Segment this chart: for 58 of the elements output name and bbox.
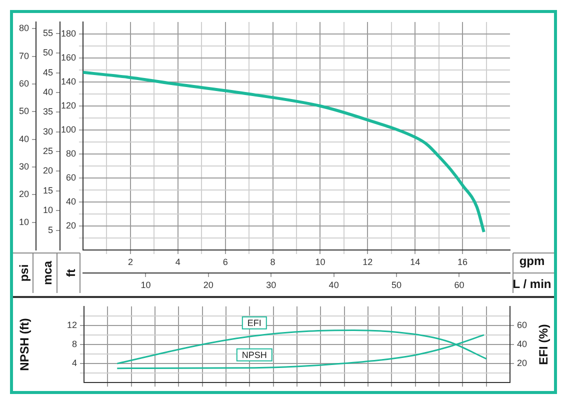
x-tick-label: 12	[362, 256, 373, 267]
y2-tick-label: 50	[42, 48, 53, 58]
x2-tick-label: 40	[328, 280, 339, 290]
x-axis-title: gpm	[519, 254, 545, 268]
y-tick-label: 12	[66, 320, 77, 330]
y2-tick-label: 40	[517, 338, 528, 349]
y2-axis-title: EFI (%)	[536, 324, 550, 365]
y-tick-label: 60	[66, 172, 76, 182]
series-label: EFI	[247, 318, 262, 328]
y-tick-label: 180	[60, 28, 76, 38]
y2-tick-label: 55	[42, 28, 53, 38]
y2-tick-label: 30	[42, 126, 53, 136]
y2-tick-label: 60	[517, 320, 528, 330]
line-series	[83, 70, 486, 234]
y-tick-label: 100	[60, 124, 76, 134]
x2-tick-label: 20	[203, 280, 214, 290]
y3-tick-label: 50	[18, 106, 29, 116]
x2-tick-label: 60	[454, 280, 464, 290]
y2-tick-label: 20	[42, 166, 53, 176]
x-tick-label: 16	[458, 256, 468, 267]
y2-axis-title: mca	[40, 260, 54, 286]
y-axis-title: NPSH (ft)	[17, 318, 32, 371]
y-tick-label: 160	[60, 52, 76, 62]
y2-tick-label: 25	[42, 146, 53, 156]
x-tick-label: 14	[410, 256, 420, 267]
y-tick-label: 40	[66, 196, 76, 206]
x-tick-label: 8	[270, 256, 276, 267]
y-tick-label: 80	[66, 148, 76, 158]
x-tick-label: 6	[222, 256, 228, 267]
x2-tick-label: 10	[140, 280, 151, 290]
y3-axis-title: psi	[16, 264, 31, 282]
y2-tick-label: 45	[42, 67, 53, 78]
y-tick-label: 4	[72, 358, 77, 368]
x-tick-label: 4	[175, 256, 180, 267]
y3-tick-label: 10	[18, 216, 29, 227]
y3-tick-label: 80	[18, 23, 29, 34]
y3-tick-label: 70	[18, 50, 29, 61]
y3-tick-label: 60	[18, 78, 29, 88]
x2-tick-label: 50	[392, 280, 402, 290]
y2-tick-label: 15	[42, 185, 53, 196]
x2-axis-title: L / min	[512, 276, 552, 291]
y2-tick-label: 20	[517, 358, 528, 368]
x-tick-label: 10	[315, 256, 326, 267]
y3-tick-label: 20	[18, 189, 29, 200]
y2-tick-label: 40	[42, 86, 53, 97]
series-label: NPSH	[242, 350, 267, 360]
x2-tick-label: 30	[266, 280, 276, 290]
y3-tick-label: 30	[18, 161, 29, 172]
y3-tick-label: 40	[18, 134, 29, 144]
x-tick-label: 2	[128, 256, 133, 267]
y-tick-label: 20	[66, 220, 76, 230]
y-tick-label: 8	[72, 338, 77, 349]
y2-tick-label: 35	[42, 106, 53, 117]
y-tick-label: 140	[60, 76, 76, 86]
y2-tick-label: 10	[42, 205, 53, 216]
y-axis-title: ft	[64, 269, 78, 277]
y-tick-label: 120	[60, 100, 76, 110]
y2-tick-label: 5	[48, 224, 53, 235]
